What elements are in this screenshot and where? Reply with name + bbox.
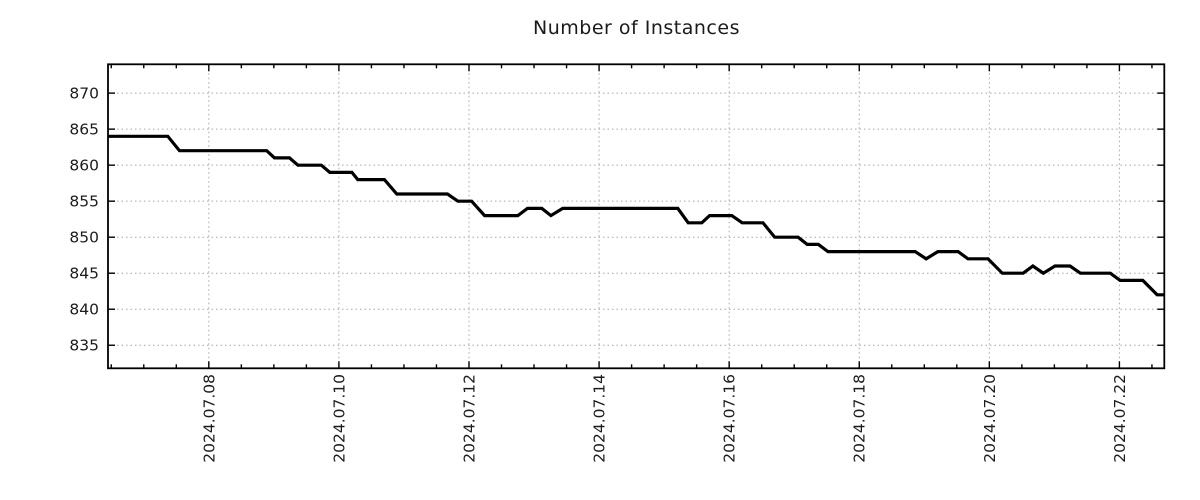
- y-tick-label: 865: [69, 121, 99, 139]
- x-tick-label: 2024.07.12: [460, 374, 478, 463]
- x-tick-label: 2024.07.10: [330, 374, 348, 463]
- y-tick-label: 845: [69, 265, 99, 283]
- x-tick-label: 2024.07.16: [721, 374, 739, 463]
- x-tick-label: 2024.07.20: [981, 374, 999, 463]
- y-tick-label: 855: [69, 193, 99, 211]
- x-tick-label: 2024.07.22: [1111, 374, 1129, 463]
- y-tick-label: 870: [69, 85, 99, 103]
- x-tick-label: 2024.07.14: [591, 374, 609, 463]
- y-tick-label: 835: [69, 337, 99, 355]
- x-tick-label: 2024.07.18: [851, 374, 869, 463]
- y-tick-label: 860: [69, 157, 99, 175]
- x-tick-label: 2024.07.08: [200, 374, 218, 463]
- series-line-instances: [108, 134, 1165, 297]
- y-tick-label: 850: [69, 229, 99, 247]
- chart-title: Number of Instances: [533, 17, 740, 39]
- plot-border: [107, 63, 1166, 370]
- y-tick-label: 840: [69, 301, 99, 319]
